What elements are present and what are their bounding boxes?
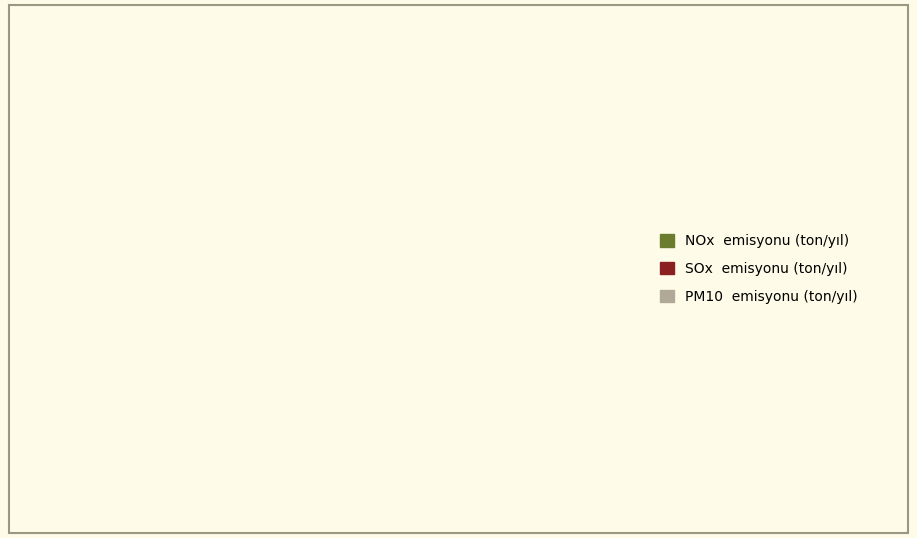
Text: 2682.3: 2682.3	[528, 370, 577, 384]
Legend: NOx  emisyonu (ton/yıl), SOx  emisyonu (ton/yıl), PM10  emisyonu (ton/yıl): NOx emisyonu (ton/yıl), SOx emisyonu (to…	[649, 223, 868, 315]
Text: 7569.6: 7569.6	[325, 242, 372, 256]
Bar	[507, 387, 599, 457]
Bar	[98, 67, 190, 457]
Bar	[303, 259, 394, 457]
Text: 14864.7: 14864.7	[116, 50, 173, 64]
